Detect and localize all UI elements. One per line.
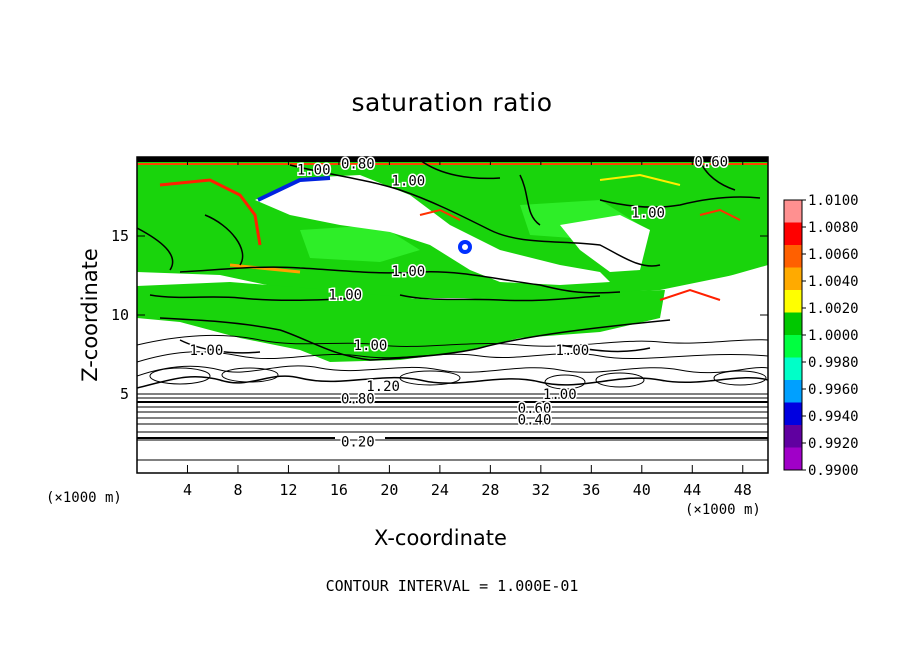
contour-label: 1.00 <box>354 338 388 354</box>
contour-label: 1.00 <box>391 174 425 190</box>
x-tick-label: 36 <box>582 481 600 499</box>
contour-cell <box>399 370 461 386</box>
field-blue-spot <box>462 244 468 250</box>
contour-label: 0.60 <box>518 401 552 417</box>
y-axis-ticks: 5 10 15 <box>111 227 768 403</box>
contour-label: 1.00 <box>297 163 331 179</box>
contour-label: 1.00 <box>556 343 590 359</box>
colorbar-swatch <box>784 335 802 358</box>
contour-lines <box>137 159 768 461</box>
x-tick-label: 48 <box>734 481 752 499</box>
x-tick-label: 16 <box>330 481 348 499</box>
field-red-rim <box>699 208 741 221</box>
contour-label: 1.00 <box>543 387 577 403</box>
chart-title: saturation ratio <box>351 88 553 117</box>
contour-cell <box>595 372 645 388</box>
colorbar-swatch <box>784 380 802 403</box>
colorbar-swatch <box>784 245 802 268</box>
contour-cell <box>221 367 279 383</box>
contour-line <box>149 294 601 302</box>
contour-line <box>289 164 661 267</box>
colorbar-label: 0.9900 <box>808 463 859 479</box>
x-tick-label: 8 <box>233 481 242 499</box>
contour-cell <box>149 367 211 385</box>
colorbar-swatch <box>784 222 802 246</box>
colorbar-label: 1.0000 <box>808 328 859 344</box>
x-tick-label: 12 <box>279 481 297 499</box>
field-yellow-rim <box>599 173 681 186</box>
contour-label: 0.80 <box>341 392 375 408</box>
x-axis-ticks: 4 8 12 16 20 24 28 32 36 40 44 48 <box>183 157 752 499</box>
field-red-rim <box>659 288 721 301</box>
colorbar-swatch <box>784 267 802 291</box>
field-top-strip <box>137 157 768 162</box>
contour-line <box>599 159 761 208</box>
contour-label: 1.20 <box>366 379 400 395</box>
colorbar: 1.0100 1.0080 1.0060 1.0040 1.0020 1.0000 0.99… <box>783 193 859 479</box>
colorbar-swatch <box>784 200 802 223</box>
contour-label: 1.00 <box>391 264 425 280</box>
y-tick-label: 5 <box>120 385 129 403</box>
contour-line <box>137 334 768 347</box>
contour-cell <box>544 374 586 390</box>
colorbar-label: 1.0080 <box>808 220 859 236</box>
colorbar-label: 0.9980 <box>808 355 859 371</box>
contour-label: 0.60 <box>694 155 728 171</box>
field-dry-patch <box>680 265 768 320</box>
contour-label: 1.00 <box>190 343 224 359</box>
x-tick-label: 40 <box>633 481 651 499</box>
contour-interval-note: CONTOUR INTERVAL = 1.000E-01 <box>325 577 579 595</box>
x-tick-label: 28 <box>481 481 499 499</box>
x-tick-label: 44 <box>683 481 701 499</box>
colorbar-label: 1.0060 <box>808 247 859 263</box>
contour-line <box>419 159 541 226</box>
colorbar-label: 0.9960 <box>808 382 859 398</box>
contour-line <box>137 214 244 271</box>
field-red-rim <box>419 208 461 221</box>
field-blue-rim <box>257 176 331 202</box>
colorbar-label: 1.0040 <box>808 274 859 290</box>
colorbar-swatch <box>784 357 802 381</box>
field-dry-tongue <box>255 175 610 285</box>
colorbar-swatch <box>784 425 802 448</box>
colorbar-swatch <box>784 447 802 471</box>
y-tick-label: 10 <box>111 306 129 324</box>
colorbar-label: 1.0020 <box>808 301 859 317</box>
x-axis-label: X-coordinate <box>374 526 507 550</box>
contour-line <box>179 339 651 354</box>
field-red-rim <box>159 178 262 246</box>
y-axis-unit: (×1000 m) <box>46 490 122 506</box>
colorbar-swatch <box>784 402 802 426</box>
x-axis-unit: (×1000 m) <box>685 502 761 518</box>
colorbar-label: 1.0100 <box>808 193 859 209</box>
colorbar-label: 0.9940 <box>808 409 859 425</box>
x-tick-label: 24 <box>431 481 449 499</box>
contour-line <box>179 266 621 294</box>
contour-label: 0.20 <box>341 434 375 450</box>
colorbar-label: 0.9920 <box>808 436 859 452</box>
x-tick-label: 32 <box>532 481 550 499</box>
contour-label: 1.00 <box>328 287 362 303</box>
contour-labels: 1.00 0.801.000.601.001.001.001.001.00 1.00… <box>188 153 730 452</box>
x-tick-label: 4 <box>183 481 192 499</box>
contour-label: 0.80 <box>341 156 375 172</box>
contour-label: 1.00 <box>631 205 665 221</box>
saturation-field <box>137 157 768 362</box>
contour-line <box>159 317 671 361</box>
contour-label: 0.40 <box>518 412 552 428</box>
contour-line <box>137 365 768 377</box>
field-bright-patch <box>300 225 420 262</box>
colorbar-swatch <box>784 312 802 336</box>
field-dry-patch <box>560 215 650 272</box>
colorbar-swatch <box>784 290 802 313</box>
contour-line <box>137 375 768 389</box>
contour-cell <box>713 370 767 386</box>
y-tick-label: 15 <box>111 227 129 245</box>
x-tick-label: 20 <box>380 481 398 499</box>
